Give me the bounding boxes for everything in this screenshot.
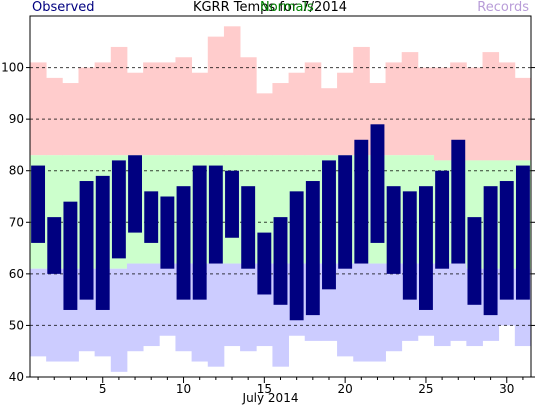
record-high-band <box>353 46 370 156</box>
y-tick-label: 40 <box>9 370 24 384</box>
observed-bar <box>338 155 353 269</box>
record-low-band <box>46 268 63 362</box>
record-high-band <box>143 62 160 156</box>
record-high-band <box>466 67 483 161</box>
observed-bar <box>483 186 498 316</box>
y-tick-label: 70 <box>9 215 24 229</box>
record-high-band <box>30 62 47 156</box>
x-tick-label: 20 <box>338 382 353 396</box>
record-low-band <box>353 263 370 362</box>
y-tick-label: 90 <box>9 112 24 126</box>
observed-bar <box>160 196 175 269</box>
record-high-band <box>417 67 435 156</box>
observed-bar <box>386 186 401 274</box>
record-low-band <box>207 263 225 367</box>
x-tick-label: 10 <box>176 382 191 396</box>
y-tick-label: 60 <box>9 267 24 281</box>
observed-bar <box>289 191 304 321</box>
x-tick-label: 30 <box>499 382 514 396</box>
legend-records: Records <box>477 0 529 15</box>
observed-bar <box>451 139 466 264</box>
observed-bar <box>111 160 126 259</box>
record-high-band <box>288 72 306 156</box>
record-high-band <box>191 72 209 156</box>
record-high-band <box>498 62 516 161</box>
observed-bar <box>419 186 433 310</box>
observed-bar <box>273 217 288 305</box>
observed-bar <box>208 165 223 264</box>
observed-bar <box>47 217 62 274</box>
record-high-band <box>223 26 241 156</box>
record-low-band <box>450 263 467 341</box>
observed-bar <box>515 165 530 300</box>
record-high-band <box>320 88 338 156</box>
record-high-band <box>272 83 289 156</box>
observed-bar <box>435 170 450 269</box>
record-low-band <box>385 263 403 352</box>
record-low-band <box>159 263 176 336</box>
record-high-band <box>126 72 144 156</box>
record-high-band <box>175 57 193 156</box>
record-low-band <box>434 263 451 347</box>
record-high-band <box>240 57 257 156</box>
legend-observed: Observed <box>32 0 95 15</box>
observed-bar <box>402 191 417 300</box>
x-tick-label: 5 <box>99 382 107 396</box>
x-tick-label: 25 <box>418 382 433 396</box>
observed-bar <box>128 155 142 233</box>
x-axis-label: July 2014 <box>242 391 299 405</box>
record-low-band <box>369 263 386 362</box>
record-high-band <box>62 83 79 156</box>
record-low-band <box>30 268 47 357</box>
record-low-band <box>126 263 144 352</box>
record-high-band <box>482 52 500 161</box>
record-high-band <box>94 62 112 156</box>
legend-normals: Normals <box>260 0 314 15</box>
record-low-band <box>337 263 354 357</box>
record-high-band <box>434 67 451 161</box>
observed-bar <box>63 201 78 310</box>
observed-bar <box>225 170 239 238</box>
observed-bar <box>322 160 336 290</box>
y-tick-label: 80 <box>9 164 24 178</box>
record-high-band <box>78 67 96 156</box>
observed-bar <box>467 217 482 305</box>
record-low-band <box>110 268 128 372</box>
observed-bar <box>305 181 320 316</box>
record-low-band <box>143 263 160 347</box>
observed-bar <box>354 139 369 264</box>
observed-bar <box>241 186 256 269</box>
record-high-band <box>385 62 403 156</box>
record-high-band <box>304 62 322 156</box>
record-high-band <box>159 62 176 156</box>
observed-bar <box>176 186 191 300</box>
observed-bar <box>257 232 272 295</box>
record-high-band <box>207 36 225 156</box>
record-low-band <box>223 263 241 347</box>
record-high-band <box>450 62 467 161</box>
record-low-band <box>240 263 257 352</box>
observed-bar <box>370 124 385 243</box>
observed-bar <box>192 165 207 300</box>
record-high-band <box>337 72 354 156</box>
observed-bar <box>79 181 94 300</box>
observed-bar <box>144 191 159 243</box>
observed-bar <box>95 175 110 310</box>
y-tick-label: 100 <box>1 61 24 75</box>
observed-bar <box>31 165 46 243</box>
observed-bar <box>499 181 514 300</box>
record-high-band <box>46 77 63 156</box>
y-tick-label: 50 <box>9 318 24 332</box>
chart-title: KGRR Temps for 7/2014 <box>192 0 348 15</box>
record-high-band <box>256 93 273 156</box>
record-high-band <box>110 46 128 156</box>
record-high-band <box>401 52 419 156</box>
x-tick-label: 15 <box>257 382 272 396</box>
